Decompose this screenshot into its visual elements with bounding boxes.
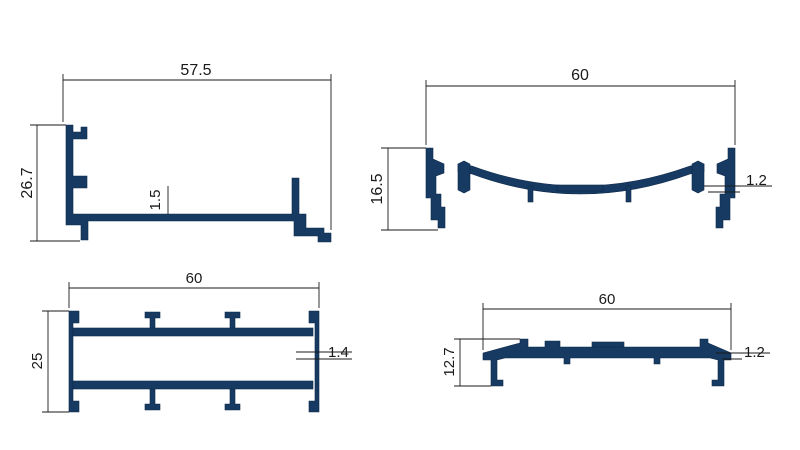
width-label-top-right: 60 <box>571 67 589 84</box>
profile-bottom-right: 60 12.7 1.2 <box>441 291 770 387</box>
thickness-label-top-left: 1.5 <box>147 190 164 211</box>
height-label-bottom-right: 12.7 <box>441 347 458 376</box>
height-label-top-left: 26.7 <box>19 167 36 198</box>
profile-top-right: 60 16.5 1.2 <box>369 67 772 231</box>
thickness-label-bottom-right: 1.2 <box>744 344 765 361</box>
thickness-label-bottom-left: 1.4 <box>328 344 349 361</box>
profile-bottom-left: 60 25 1.4 <box>29 270 352 413</box>
thickness-label-top-right: 1.2 <box>746 172 767 189</box>
width-label-bottom-right: 60 <box>599 291 616 308</box>
height-label-top-right: 16.5 <box>369 173 386 204</box>
profile-shape-bottom-right <box>482 338 732 387</box>
width-label-top-left: 57.5 <box>180 62 211 79</box>
profile-shape-bottom-left <box>68 310 80 413</box>
profile-shape-top-right <box>425 147 446 229</box>
height-label-bottom-left: 25 <box>29 353 46 370</box>
profile-top-left: 57.5 26.7 1.5 <box>19 62 332 243</box>
width-label-bottom-left: 60 <box>186 270 203 287</box>
profile-shape-top-left <box>65 124 332 243</box>
